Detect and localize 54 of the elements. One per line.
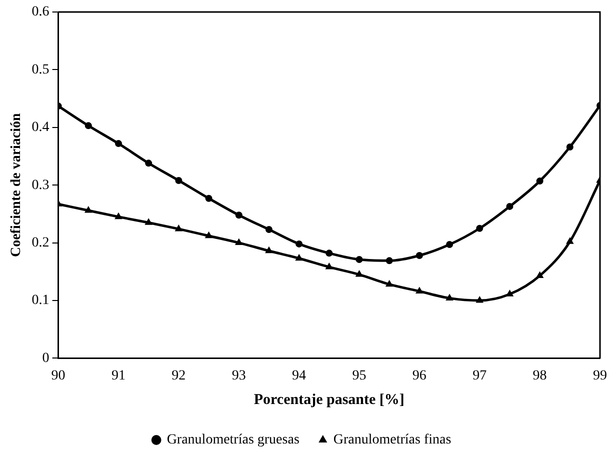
point (295, 254, 303, 261)
point (204, 231, 213, 238)
y-tick-label: 0.3 (32, 178, 50, 193)
point (566, 237, 574, 244)
point (235, 212, 242, 219)
point (144, 218, 152, 225)
point (356, 256, 363, 264)
y-tick-label: 0 (42, 350, 50, 366)
point (506, 202, 514, 210)
point (476, 296, 484, 303)
point (536, 271, 544, 278)
point (114, 212, 122, 220)
x-tick-label: 92 (172, 368, 186, 384)
x-tick-label: 91 (111, 368, 126, 384)
point (386, 257, 393, 264)
point (205, 194, 212, 202)
point (446, 294, 454, 300)
y-axis-title: Coeficiente de variación (9, 112, 24, 258)
point (355, 270, 364, 277)
point (175, 176, 182, 184)
x-axis-title: Porcentaje pasante [%] (254, 392, 404, 408)
x-tick-label: 93 (232, 368, 246, 384)
point (326, 250, 333, 257)
x-tick-label: 95 (352, 368, 366, 384)
point (536, 178, 544, 185)
point (416, 252, 423, 259)
y-tick-label: 0.5 (32, 62, 50, 78)
legend-label: Granulometrías gruesas (166, 432, 300, 448)
legend-label: Granulometrías finas (333, 432, 452, 448)
x-tick-label: 94 (292, 368, 306, 384)
y-tick-label: 0.2 (32, 235, 50, 250)
point (234, 238, 243, 246)
point (265, 226, 272, 234)
point (114, 140, 122, 148)
point (325, 262, 334, 270)
point (296, 240, 303, 248)
x-tick-label: 96 (412, 368, 426, 384)
y-tick-label: 0.4 (32, 120, 50, 136)
point (84, 206, 92, 213)
x-tick-label: 90 (51, 368, 66, 384)
point (385, 280, 394, 287)
point (566, 144, 574, 151)
point (84, 122, 92, 130)
point (174, 224, 183, 232)
point (476, 224, 484, 232)
point (416, 286, 424, 294)
point (145, 160, 152, 167)
point (265, 246, 273, 254)
x-tick-label: 98 (532, 368, 547, 384)
x-tick-label: 99 (593, 368, 607, 384)
point (446, 241, 454, 248)
y-tick-label: 0.1 (32, 293, 50, 308)
x-tick-label: 97 (472, 368, 487, 384)
y-tick-label: 0.6 (32, 4, 50, 20)
